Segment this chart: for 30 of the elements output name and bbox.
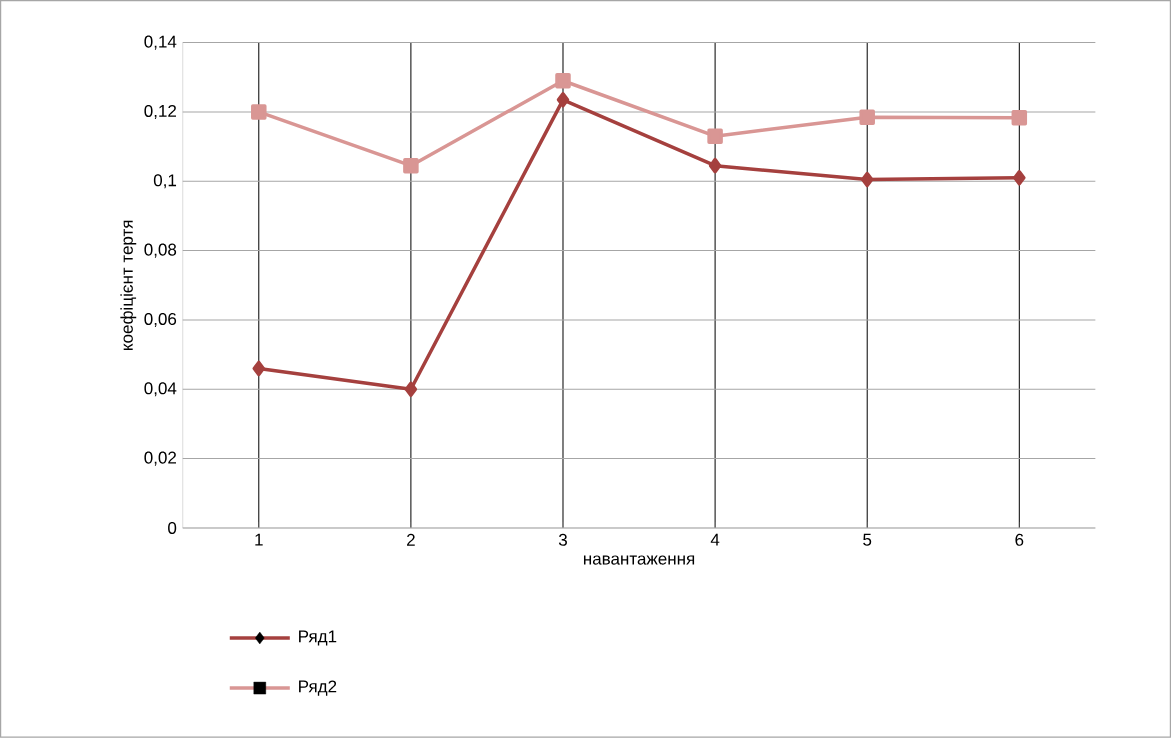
x-axis-title: навантаження (583, 555, 695, 565)
x-tick-label: 2 (407, 533, 415, 546)
point (859, 109, 875, 126)
y-tick-label: 0,02 (144, 451, 176, 466)
point (708, 158, 722, 174)
y-tick-label: 0,04 (144, 382, 177, 397)
x-tick-label: 4 (710, 533, 720, 546)
y-tick-label: 0 (168, 522, 177, 535)
point (555, 73, 571, 89)
x-tick-label: 3 (558, 533, 567, 547)
y-tick-label: 0,1 (153, 174, 177, 189)
x-tick-label: 1 (255, 533, 263, 546)
y-axis-title: коефіцієнт тертя (120, 220, 137, 351)
legend-label: Ряд1 (299, 630, 337, 646)
x-tick-label: 6 (1015, 533, 1024, 547)
point (252, 360, 266, 377)
y-tick-label: 0,14 (144, 35, 177, 50)
legend-label: Ряд2 (299, 680, 337, 696)
y-tick-label: 0,08 (144, 243, 177, 258)
point (707, 128, 723, 145)
point (1013, 170, 1026, 186)
point (403, 158, 419, 174)
point (860, 171, 874, 188)
point (556, 92, 570, 108)
x-tick-label: 5 (863, 533, 872, 546)
point (404, 381, 418, 398)
y-tick-label: 0,06 (144, 313, 177, 328)
y-tick-label: 0,12 (144, 105, 176, 120)
point (1011, 110, 1028, 126)
point (251, 104, 267, 120)
